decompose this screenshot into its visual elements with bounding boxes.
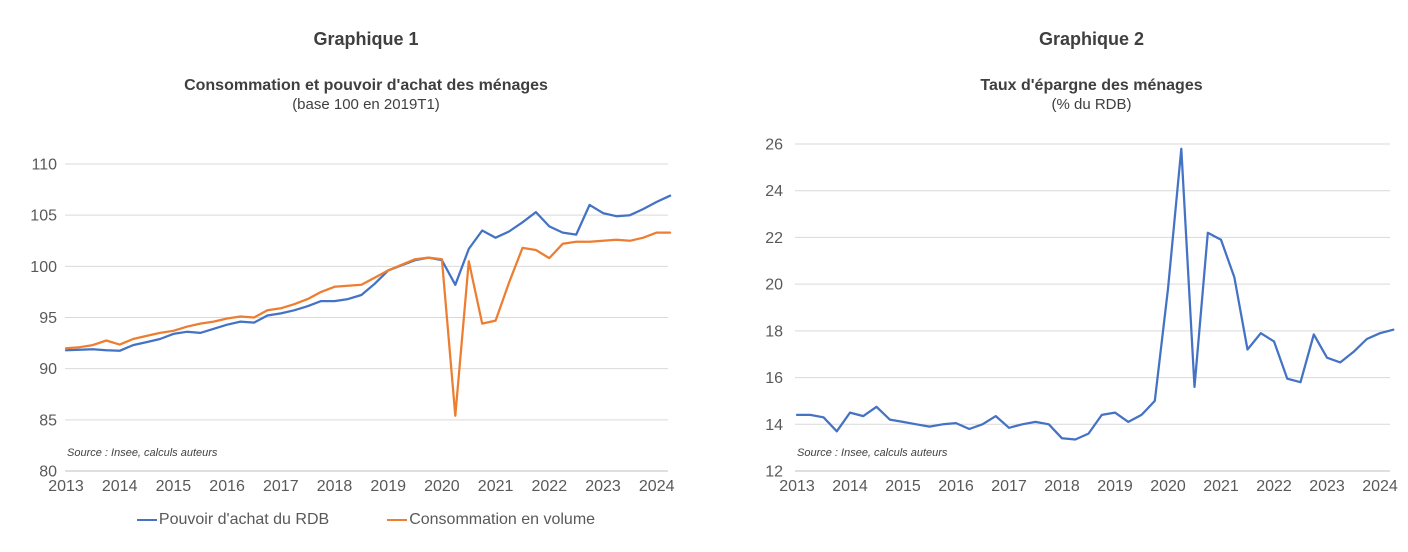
svg-text:110: 110 xyxy=(31,157,57,174)
svg-text:2022: 2022 xyxy=(1256,478,1292,495)
chart-1-title: Consommation et pouvoir d'achat des ména… xyxy=(184,77,548,94)
chart-1-subtitle: (base 100 en 2019T1) xyxy=(292,96,440,113)
svg-text:2022: 2022 xyxy=(532,478,568,495)
chart-1-header: Graphique 1 Consommation et pouvoir d'ac… xyxy=(65,28,667,114)
svg-text:2016: 2016 xyxy=(209,478,245,495)
svg-text:2013: 2013 xyxy=(48,478,84,495)
chart-1-source-note: Source : Insee, calculs auteurs xyxy=(67,447,218,459)
svg-text:100: 100 xyxy=(30,259,57,276)
svg-text:16: 16 xyxy=(765,370,783,387)
chart-2: Graphique 2 Taux d'épargne des ménages (… xyxy=(704,0,1408,552)
svg-text:2013: 2013 xyxy=(779,478,815,495)
svg-text:14: 14 xyxy=(765,417,783,434)
svg-text:2024: 2024 xyxy=(639,478,675,495)
chart-1-heading: Graphique 1 xyxy=(313,29,419,49)
chart-2-subtitle: (% du RDB) xyxy=(1051,96,1132,113)
svg-text:2020: 2020 xyxy=(424,478,460,495)
svg-text:2018: 2018 xyxy=(317,478,353,495)
svg-text:105: 105 xyxy=(30,208,57,225)
chart-2-heading: Graphique 2 xyxy=(1038,29,1145,49)
legend-item-pouvoir-achat: Pouvoir d'achat du RDB xyxy=(136,511,330,529)
svg-text:24: 24 xyxy=(765,183,783,200)
svg-text:2023: 2023 xyxy=(1309,478,1345,495)
legend-label-pouvoir-achat: Pouvoir d'achat du RDB xyxy=(158,511,330,528)
legend-label-consommation: Consommation en volume xyxy=(409,511,596,528)
legend-line-swatch-blue-icon xyxy=(136,518,157,522)
svg-text:2014: 2014 xyxy=(102,478,138,495)
svg-text:2021: 2021 xyxy=(1203,478,1239,495)
svg-text:85: 85 xyxy=(39,412,57,429)
legend-item-consommation: Consommation en volume xyxy=(387,511,595,529)
legend-line-swatch-orange-icon xyxy=(387,518,408,522)
svg-text:12: 12 xyxy=(765,464,783,481)
svg-text:2019: 2019 xyxy=(1097,478,1133,495)
svg-text:2019: 2019 xyxy=(370,478,406,495)
svg-text:2017: 2017 xyxy=(263,478,299,495)
svg-text:22: 22 xyxy=(765,230,783,247)
svg-text:2015: 2015 xyxy=(885,478,921,495)
svg-text:2024: 2024 xyxy=(1362,478,1398,495)
svg-text:2018: 2018 xyxy=(1044,478,1080,495)
chart-2-header: Graphique 2 Taux d'épargne des ménages (… xyxy=(793,28,1390,114)
svg-text:2017: 2017 xyxy=(991,478,1027,495)
svg-text:95: 95 xyxy=(39,310,57,327)
chart-1-legend: Pouvoir d'achat du RDB Consommation en v… xyxy=(65,511,667,529)
chart-1-plot-area: 80 85 90 95 100 105 110 2013 2014 2015 2016 2017 201… xyxy=(30,157,675,496)
svg-text:80: 80 xyxy=(39,464,57,481)
chart-2-source-note: Source : Insee, calculs auteurs xyxy=(797,447,948,459)
chart-2-title: Taux d'épargne des ménages xyxy=(980,77,1203,94)
svg-text:2023: 2023 xyxy=(585,478,621,495)
svg-text:26: 26 xyxy=(765,137,783,154)
svg-text:90: 90 xyxy=(39,361,57,378)
svg-text:2014: 2014 xyxy=(832,478,868,495)
svg-text:2016: 2016 xyxy=(938,478,974,495)
svg-text:20: 20 xyxy=(765,277,783,294)
svg-text:18: 18 xyxy=(765,323,783,340)
svg-text:2015: 2015 xyxy=(156,478,192,495)
svg-text:2020: 2020 xyxy=(1150,478,1186,495)
chart-1: Graphique 1 Consommation et pouvoir d'ac… xyxy=(30,28,675,529)
svg-text:2021: 2021 xyxy=(478,478,514,495)
